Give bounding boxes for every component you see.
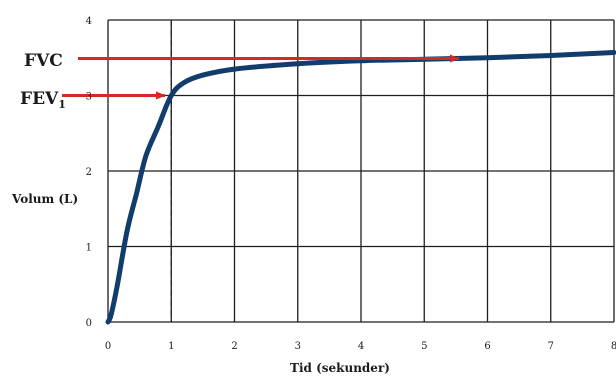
x-tick-label: 3 (295, 341, 301, 352)
x-tick-label: 8 (611, 341, 616, 352)
y-tick-label: 3 (86, 92, 92, 103)
fev1-label-subscript: 1 (58, 98, 66, 111)
y-axis-label: Volum (L) (11, 192, 78, 206)
x-tick-label: 4 (358, 341, 364, 352)
x-tick-label: 5 (421, 341, 427, 352)
x-tick-label: 6 (484, 341, 490, 352)
fev1-label: FEV1 (20, 89, 66, 111)
x-tick-label: 0 (105, 341, 111, 352)
x-tick-label: 1 (168, 341, 174, 352)
x-axis-label: Tid (sekunder) (290, 361, 390, 375)
y-tick-label: 2 (86, 167, 92, 178)
x-tick-label: 7 (548, 341, 554, 352)
tick-labels: 0 1 2 3 4 5 6 7 8 0 1 2 3 4 (86, 16, 616, 352)
y-tick-label: 1 (86, 243, 92, 254)
annotations (62, 54, 461, 100)
x-tick-label: 2 (231, 341, 237, 352)
fev1-label-main: FEV (20, 89, 59, 109)
y-tick-label: 0 (86, 318, 92, 329)
fvc-label: FVC (24, 51, 63, 71)
y-tick-label: 4 (86, 16, 92, 27)
